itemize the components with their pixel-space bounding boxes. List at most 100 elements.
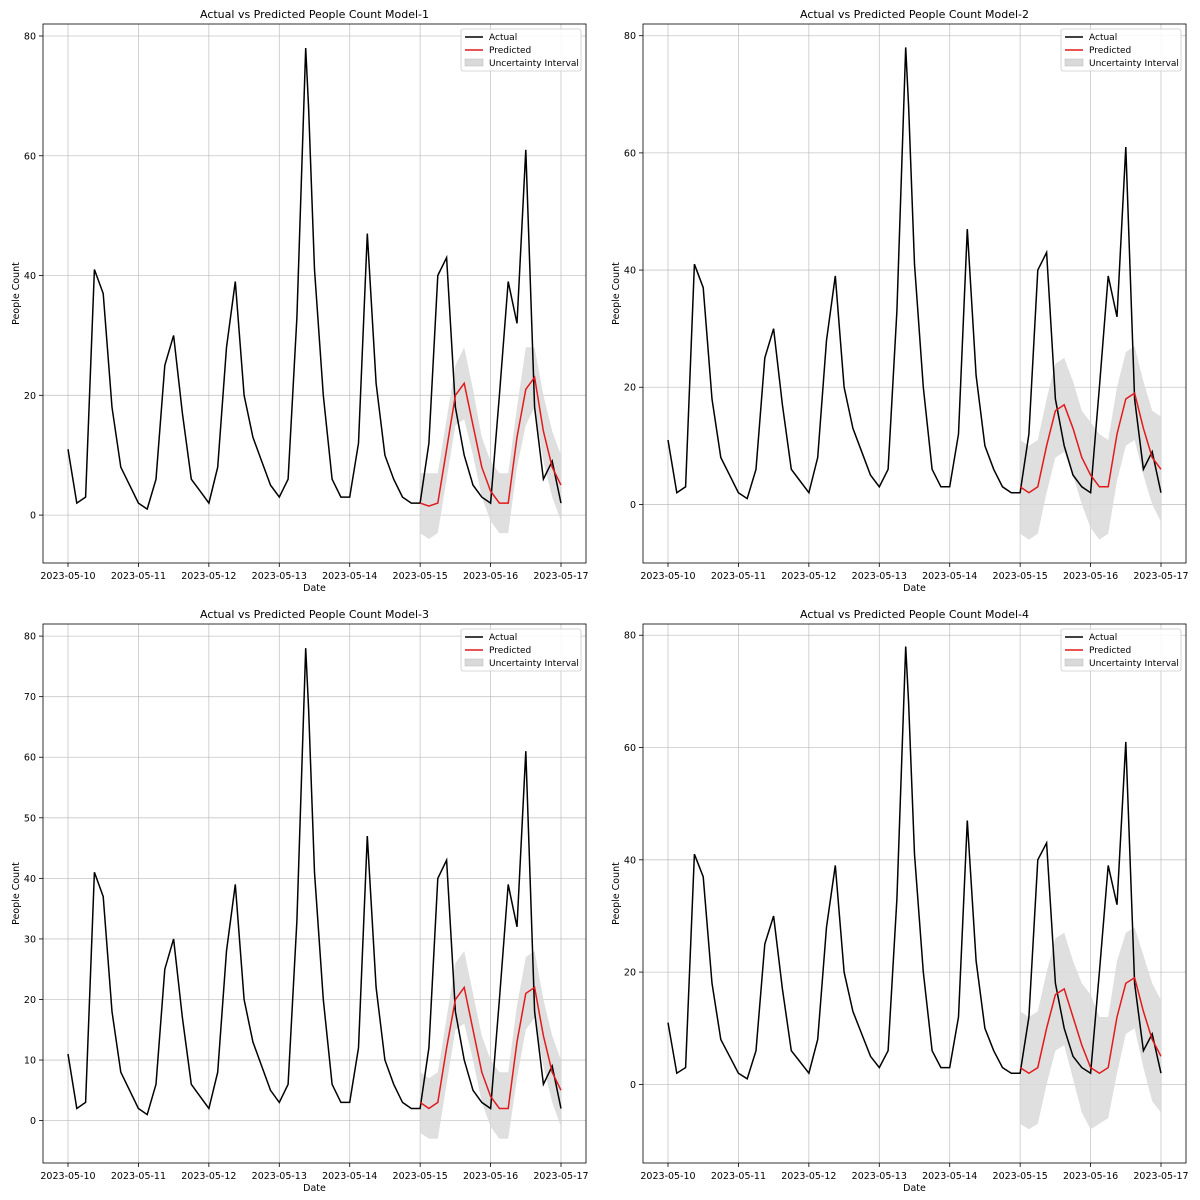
x-tick-label: 2023-05-17 [533, 1171, 588, 1182]
y-tick-label: 0 [30, 511, 36, 522]
y-tick-label: 80 [624, 631, 636, 642]
legend-box [460, 28, 582, 72]
plot-frame [642, 23, 1187, 564]
x-tick-label: 2023-05-14 [922, 571, 977, 582]
legend-swatch-uncertainty [464, 658, 484, 667]
x-tick-label: 2023-05-10 [640, 1171, 695, 1182]
x-tick-label: 2023-05-10 [640, 571, 695, 582]
actual-line [667, 646, 1162, 1080]
predicted-line [1019, 391, 1162, 494]
y-tick-label: 60 [24, 151, 36, 162]
chart-title: Actual vs Predicted People Count Model-2 [800, 8, 1029, 21]
y-tick-label: 0 [630, 500, 636, 511]
x-tick-label: 2023-05-10 [40, 1171, 95, 1182]
legend-label-uncertainty: Uncertainty Interval [1089, 659, 1179, 669]
legend-label-predicted: Predicted [1089, 46, 1131, 56]
chart-panel-4: 2023-05-10 2023-05-11 2023-05-12 2023-05-13… [611, 608, 1189, 1194]
x-tick-label: 2023-05-11 [711, 571, 766, 582]
y-tick-label: 10 [24, 1056, 36, 1067]
y-axis-label: People Count [11, 862, 22, 925]
x-tick-label: 2023-05-15 [993, 571, 1048, 582]
predicted-line [1019, 976, 1162, 1075]
x-tick-label: 2023-05-16 [1063, 571, 1118, 582]
y-tick-label: 80 [624, 31, 636, 42]
legend-label-uncertainty: Uncertainty Interval [489, 659, 579, 669]
legend-swatch-uncertainty [464, 58, 484, 67]
x-tick-label: 2023-05-12 [781, 1171, 836, 1182]
legend-label-predicted: Predicted [489, 46, 531, 56]
x-tick-label: 2023-05-13 [252, 1171, 307, 1182]
actual-line [67, 648, 562, 1116]
plot-frame [42, 23, 587, 564]
plot-frame [42, 623, 587, 1164]
legend-label-actual: Actual [1089, 633, 1117, 643]
x-axis-label: Date [303, 583, 326, 594]
x-tick-label: 2023-05-14 [322, 571, 377, 582]
y-tick-label: 0 [30, 1116, 36, 1127]
predicted-line [419, 375, 562, 507]
chart-panel-2: 2023-05-10 2023-05-11 2023-05-12 2023-05-13… [611, 8, 1189, 594]
y-tick-label: 40 [624, 266, 636, 277]
y-tick-label: 20 [624, 968, 636, 979]
y-axis-label: People Count [611, 862, 622, 925]
legend-label-actual: Actual [489, 33, 517, 43]
legend-label-actual: Actual [489, 633, 517, 643]
x-axis-label: Date [903, 1183, 926, 1194]
chart-title: Actual vs Predicted People Count Model-4 [800, 608, 1029, 621]
x-tick-label: 2023-05-16 [463, 571, 518, 582]
x-tick-label: 2023-05-16 [463, 1171, 518, 1182]
x-tick-label: 2023-05-17 [1133, 1171, 1188, 1182]
y-tick-label: 60 [24, 753, 36, 764]
actual-line [67, 47, 562, 511]
y-tick-label: 20 [24, 391, 36, 402]
x-tick-label: 2023-05-12 [781, 571, 836, 582]
y-tick-label: 40 [24, 271, 36, 282]
y-tick-label: 70 [24, 692, 36, 703]
legend-swatch-uncertainty [1064, 658, 1084, 667]
chart-panel-3: 2023-05-10 2023-05-11 2023-05-12 2023-05-13… [11, 608, 589, 1194]
chart-title: Actual vs Predicted People Count Model-1 [200, 8, 429, 21]
x-tick-label: 2023-05-13 [852, 1171, 907, 1182]
plot-frame [642, 623, 1187, 1164]
y-tick-label: 30 [24, 934, 36, 945]
legend-box [1060, 28, 1182, 72]
x-axis-label: Date [303, 1183, 326, 1194]
x-tick-label: 2023-05-13 [252, 571, 307, 582]
x-tick-label: 2023-05-11 [111, 1171, 166, 1182]
y-tick-label: 50 [24, 813, 36, 824]
legend-label-predicted: Predicted [1089, 646, 1131, 656]
x-tick-label: 2023-05-15 [993, 1171, 1048, 1182]
legend-swatch-uncertainty [1064, 58, 1084, 67]
y-tick-label: 60 [624, 148, 636, 159]
x-tick-label: 2023-05-17 [533, 571, 588, 582]
actual-line [667, 47, 1162, 500]
x-tick-label: 2023-05-17 [1133, 571, 1188, 582]
y-axis-label: People Count [611, 262, 622, 325]
x-tick-label: 2023-05-10 [40, 571, 95, 582]
x-tick-label: 2023-05-11 [111, 571, 166, 582]
chart-panel-1: 2023-05-10 2023-05-11 2023-05-12 2023-05-13… [11, 8, 589, 594]
x-axis-label: Date [903, 583, 926, 594]
legend-box [460, 628, 582, 672]
y-axis-label: People Count [11, 262, 22, 325]
x-tick-label: 2023-05-14 [922, 1171, 977, 1182]
y-tick-label: 40 [624, 855, 636, 866]
x-tick-label: 2023-05-16 [1063, 1171, 1118, 1182]
x-tick-label: 2023-05-12 [181, 571, 236, 582]
y-tick-label: 20 [24, 995, 36, 1006]
x-tick-label: 2023-05-15 [393, 1171, 448, 1182]
legend-label-uncertainty: Uncertainty Interval [1089, 59, 1179, 69]
y-tick-label: 40 [24, 874, 36, 885]
y-tick-label: 60 [624, 743, 636, 754]
x-tick-label: 2023-05-13 [852, 571, 907, 582]
legend-label-uncertainty: Uncertainty Interval [489, 59, 579, 69]
chart-title: Actual vs Predicted People Count Model-3 [200, 608, 429, 621]
y-tick-label: 20 [624, 383, 636, 394]
x-tick-label: 2023-05-15 [393, 571, 448, 582]
legend-label-actual: Actual [1089, 33, 1117, 43]
x-tick-label: 2023-05-12 [181, 1171, 236, 1182]
y-tick-label: 0 [630, 1080, 636, 1091]
predicted-line [419, 985, 562, 1110]
y-tick-label: 80 [24, 632, 36, 643]
